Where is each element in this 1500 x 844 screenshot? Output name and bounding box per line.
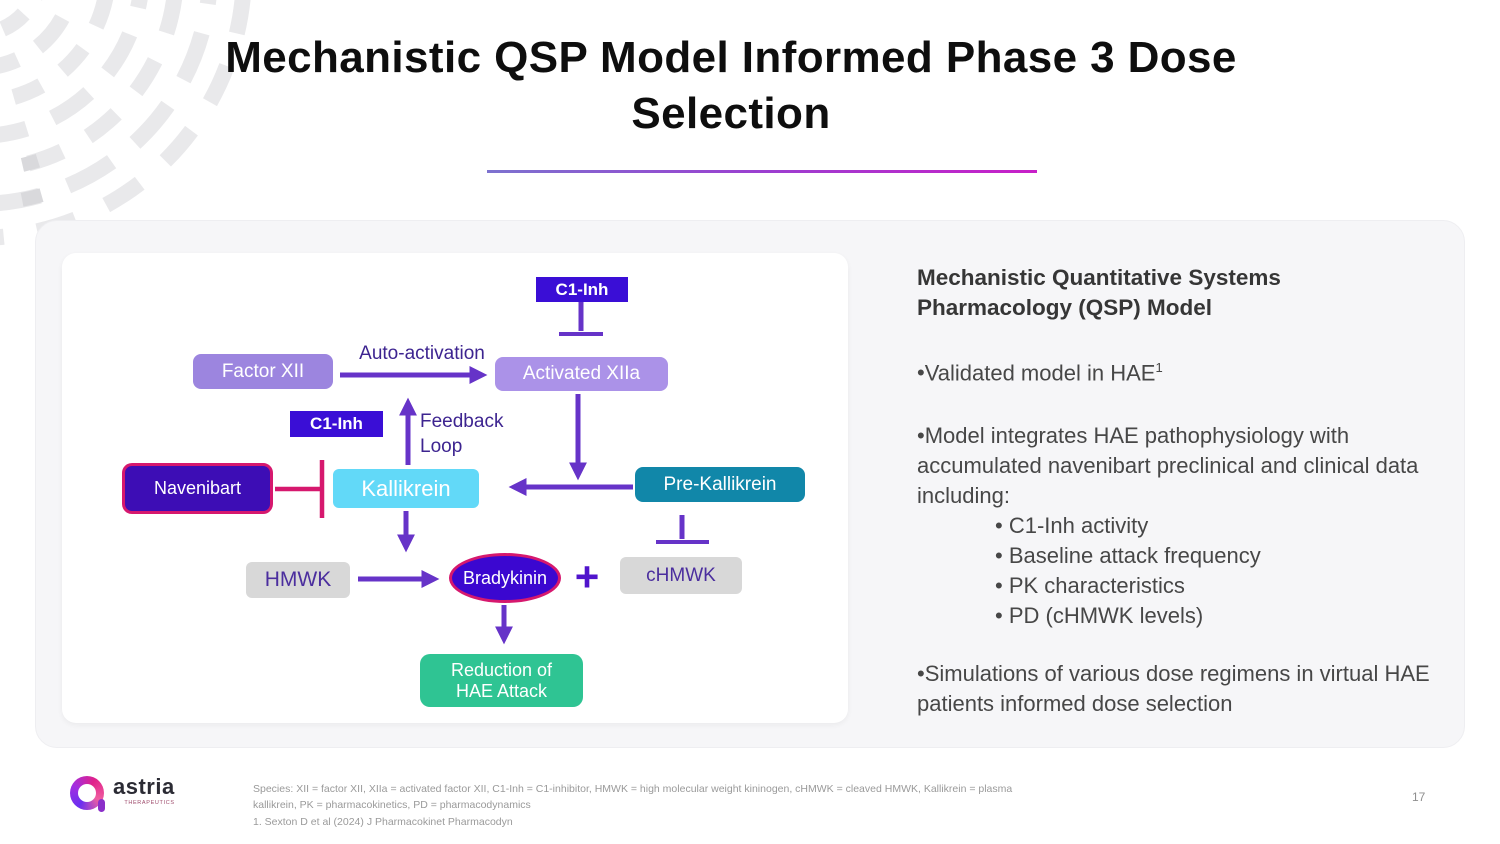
footnote: Species: XII = factor XII, XIIa = activa… [253, 781, 1213, 830]
label-auto-activation: Auto-activation [359, 343, 485, 364]
label-feedback-loop: Feedback Loop [420, 409, 503, 459]
node-label: Bradykinin [462, 567, 548, 588]
sub-bullet-c1-inh-activity: C1-Inh activity [995, 511, 1432, 541]
node-label: Activated XIIa [522, 363, 641, 385]
sub-bullet-pd-chmwk-levels: PD (cHMWK levels) [995, 601, 1432, 631]
node-label: Pre-Kallikrein [663, 473, 777, 495]
page-title-line2: Selection [631, 89, 831, 139]
node-label: C1-Inh [310, 414, 363, 434]
sub-bullet-list: C1-Inh activity Baseline attack frequenc… [917, 511, 1432, 631]
node-label: Factor XII [221, 360, 305, 382]
footnote-line1: Species: XII = factor XII, XIIa = activa… [253, 783, 1013, 795]
node-label: HMWK [264, 567, 332, 591]
node-activated-xiia: Activated XIIa [495, 357, 668, 391]
node-label: Navenibart [153, 478, 242, 499]
node-label-line2: HAE Attack [455, 680, 548, 701]
node-reduction-of-hae-attack: Reduction of HAE Attack [420, 654, 583, 707]
page-number: 17 [1412, 790, 1426, 804]
bullet-simulations: Simulations of various dose regimens in … [917, 659, 1432, 719]
sidebar-text: Mechanistic Quantitative Systems Pharmac… [917, 263, 1432, 719]
astria-logo-icon [70, 776, 105, 812]
bullet-text: Validated model in HAE [924, 360, 1156, 386]
node-label-line1: Reduction of [450, 659, 553, 680]
plus-sign: + [567, 552, 607, 602]
astria-logo-text: astria THERAPEUTICS [113, 776, 175, 807]
node-chmwk: cHMWK [620, 557, 742, 594]
pathway-arrows [275, 302, 709, 645]
astria-logo-subtext: THERAPEUTICS [124, 800, 175, 806]
node-label: C1-Inh [555, 279, 609, 299]
node-factor-xii: Factor XII [193, 354, 333, 389]
node-bradykinin: Bradykinin [449, 553, 561, 603]
footnote-line3: 1. Sexton D et al (2024) J Pharmacokinet… [253, 815, 513, 828]
astria-logo-tail [98, 799, 105, 812]
footnote-ref: 1 [1155, 360, 1163, 375]
page-title-line1: Mechanistic QSP Model Informed Phase 3 D… [225, 33, 1237, 82]
astria-logo: astria THERAPEUTICS [70, 776, 175, 812]
node-label: Kallikrein [361, 475, 451, 501]
footnote-line2: kallikrein, PK = pharmacokinetics, PD = … [253, 799, 531, 812]
node-c1-inh-top: C1-Inh [536, 277, 628, 302]
pathway-diagram: C1-Inh Factor XII Activated XIIa C1-Inh … [62, 253, 848, 723]
bullet-validated-model: Validated model in HAE1 [917, 353, 1432, 388]
page-title: Mechanistic QSP Model Informed Phase 3 D… [0, 30, 1481, 143]
title-underline [487, 170, 1037, 173]
node-kallikrein: Kallikrein [333, 469, 479, 508]
node-c1-inh-mid: C1-Inh [290, 411, 383, 437]
sidebar-heading: Mechanistic Quantitative Systems Pharmac… [917, 265, 1281, 320]
node-label: cHMWK [646, 564, 716, 586]
label-feedback-line2: Loop [420, 436, 463, 458]
sub-bullet-pk-characteristics: PK characteristics [995, 571, 1432, 601]
plus-label: + [574, 552, 600, 600]
sub-bullet-baseline-attack-frequency: Baseline attack frequency [995, 541, 1432, 571]
node-pre-kallikrein: Pre-Kallikrein [635, 467, 805, 502]
label-feedback-line1: Feedback [420, 411, 504, 432]
node-navenibart: Navenibart [122, 463, 273, 514]
node-hmwk: HMWK [246, 562, 350, 598]
astria-logo-name: astria [113, 774, 175, 799]
bullet-model-integrates: Model integrates HAE pathophysiology wit… [917, 421, 1432, 511]
